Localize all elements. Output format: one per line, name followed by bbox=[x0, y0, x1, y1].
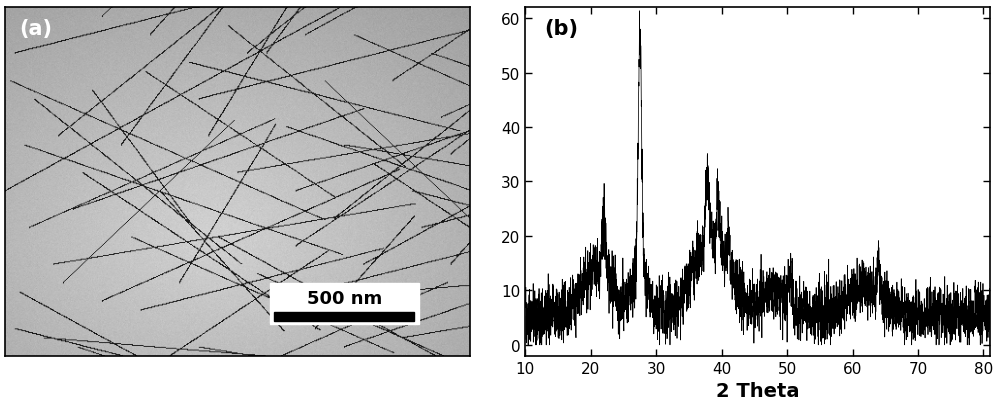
X-axis label: 2 Theta: 2 Theta bbox=[716, 381, 799, 400]
Text: (a): (a) bbox=[19, 18, 52, 38]
Text: (b): (b) bbox=[544, 18, 578, 38]
Bar bbox=[274, 312, 414, 321]
Bar bbox=[270, 283, 419, 325]
Text: 500 nm: 500 nm bbox=[307, 289, 382, 307]
